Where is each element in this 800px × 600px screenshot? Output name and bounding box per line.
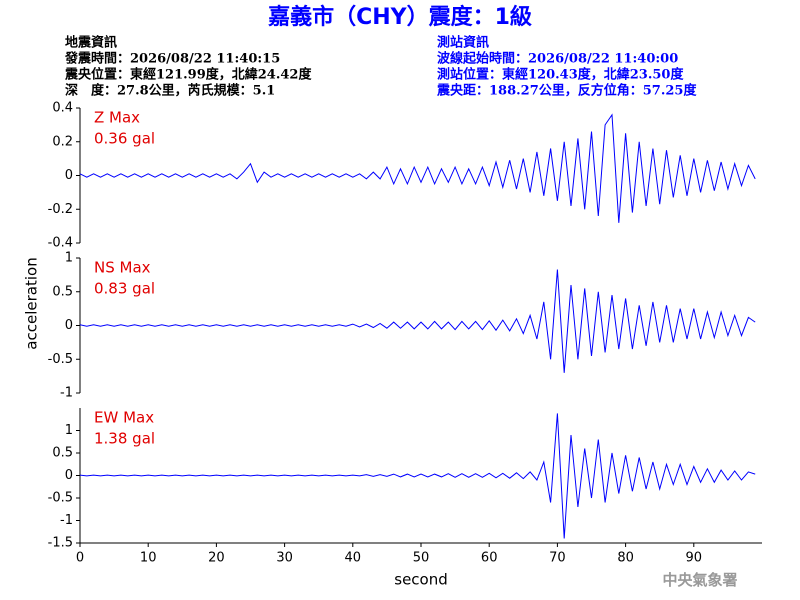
x-tick-label: 70 — [549, 551, 566, 566]
y-tick-label: -0.5 — [48, 352, 73, 367]
x-tick-label: 60 — [481, 551, 498, 566]
waveform — [79, 269, 756, 373]
x-tick-label: 40 — [345, 551, 362, 566]
y-tick-label: 0.4 — [52, 101, 73, 116]
y-tick-label: 0.2 — [52, 134, 73, 149]
y-axis-label: acceleration — [23, 257, 41, 349]
max-label: 0.83 gal — [94, 280, 155, 298]
info-line: 震央位置：東經121.99度，北緯24.42度 — [64, 67, 312, 83]
info-line: 波線起始時間：2026/08/22 11:40:00 — [437, 51, 678, 67]
y-tick-label: -0.5 — [48, 491, 73, 506]
x-tick-label: 50 — [413, 551, 430, 566]
y-tick-label: -1 — [60, 513, 73, 528]
y-tick-label: 1 — [65, 251, 73, 266]
max-label: 1.38 gal — [94, 430, 155, 448]
max-label: 0.36 gal — [94, 130, 155, 148]
waveform — [79, 113, 756, 223]
info-line: 發震時間：2026/08/22 11:40:15 — [64, 51, 280, 67]
y-tick-label: -1.5 — [48, 536, 73, 551]
y-tick-label: -1 — [60, 386, 73, 401]
footer: 中央氣象署 — [662, 571, 737, 589]
y-tick-label: 0 — [65, 168, 73, 183]
x-tick-label: 0 — [76, 551, 84, 566]
y-tick-label: 0.5 — [52, 446, 73, 461]
info-line: 深 度：27.8公里，芮氏規模：5.1 — [65, 83, 275, 99]
info-line: 測站位置：東經120.43度，北緯23.50度 — [437, 67, 684, 83]
x-tick-label: 80 — [617, 551, 634, 566]
info-line: 地震資訊 — [65, 35, 117, 51]
y-tick-label: -0.2 — [48, 202, 73, 217]
station-info: 測站資訊 波線起始時間：2026/08/22 11:40:00 測站位置：東經1… — [436, 35, 697, 99]
component-label: NS Max — [94, 259, 151, 277]
y-tick-label: 0 — [65, 468, 73, 483]
y-tick-label: -0.4 — [48, 236, 73, 251]
chart-title: 嘉義市（CHY）震度：1級 — [268, 4, 532, 30]
waveform — [79, 413, 756, 539]
component-label: EW Max — [94, 409, 154, 427]
y-tick-label: 0.5 — [52, 284, 73, 299]
info-line: 震央距：188.27公里，反方位角：57.25度 — [436, 83, 697, 99]
x-tick-label: 20 — [208, 551, 225, 566]
x-tick-label: 30 — [276, 551, 293, 566]
quake-info: 地震資訊 發震時間：2026/08/22 11:40:15 震央位置：東經121… — [64, 35, 312, 99]
info-line: 測站資訊 — [437, 35, 489, 51]
component-label: Z Max — [94, 109, 140, 127]
x-tick-label: 90 — [686, 551, 703, 566]
x-tick-label: 10 — [140, 551, 157, 566]
y-tick-label: 1 — [65, 423, 73, 438]
x-axis-label: second — [394, 571, 448, 589]
y-tick-label: 0 — [65, 318, 73, 333]
